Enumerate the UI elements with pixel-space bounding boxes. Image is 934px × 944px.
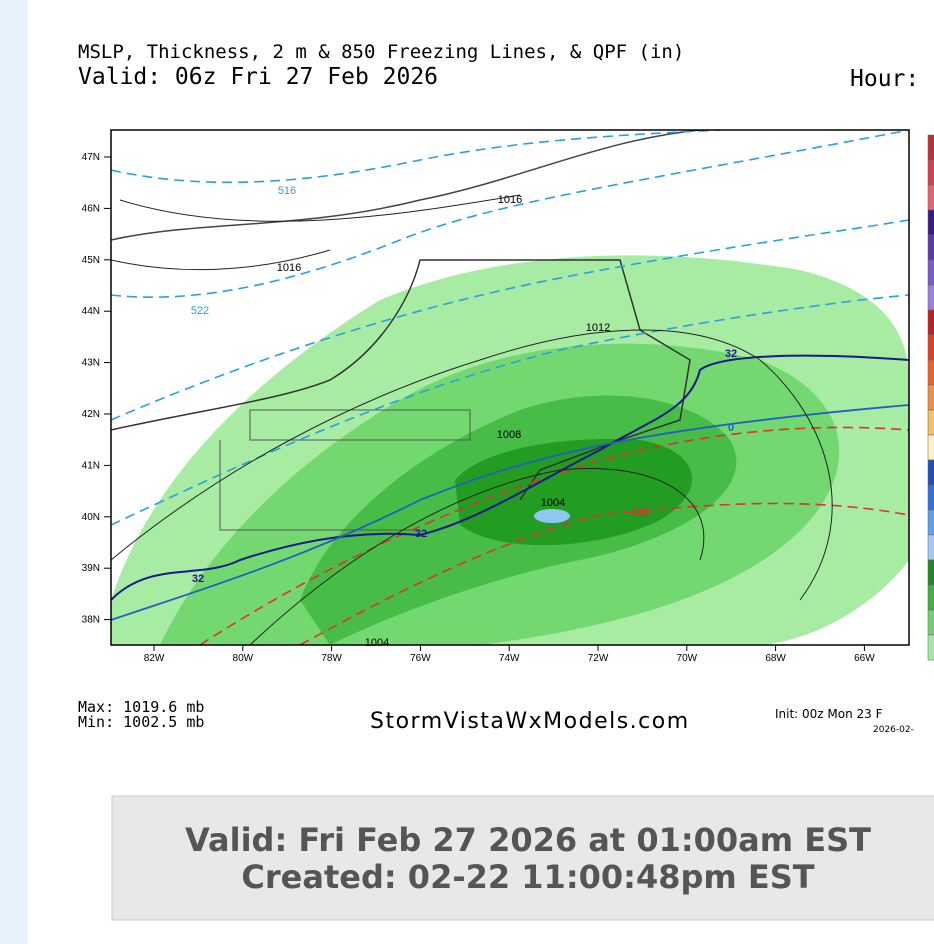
map-frame [110, 129, 910, 646]
min-pressure: Min: 1002.5 mb [78, 713, 204, 731]
max-pressure: Max: 1019.6 mb [78, 698, 204, 716]
lat-label: 46N [82, 203, 100, 214]
init-time: Init: 00z Mon 23 F [775, 707, 883, 721]
color-swatch [927, 334, 934, 361]
contour-labels: 516 1016 1016 522 1012 32 1008 0 1004 55… [191, 185, 737, 649]
contour-label: 0 [728, 422, 734, 434]
lon-label: 80W [233, 653, 254, 664]
thickness-552 [299, 502, 909, 645]
color-swatch [927, 159, 934, 186]
color-swatch [927, 284, 934, 311]
contour-label: 1004 [541, 497, 565, 509]
qpf-spot [534, 509, 570, 523]
map-area [111, 130, 909, 645]
lon-label: 82W [144, 653, 165, 664]
contour-label: 1016 [277, 262, 301, 274]
lat-label: 44N [82, 306, 100, 317]
color-swatch [927, 209, 934, 236]
color-swatch [927, 309, 934, 336]
thickness-516 [111, 130, 721, 184]
isobars [111, 194, 833, 645]
caption-box [111, 795, 934, 921]
side-strip [0, 0, 28, 944]
lon-label: 70W [677, 653, 698, 664]
color-swatch [927, 609, 934, 636]
lon-label: 74W [499, 653, 520, 664]
color-swatch [927, 434, 934, 461]
color-swatch [927, 509, 934, 536]
color-swatch [927, 459, 934, 486]
thickness-546 [199, 426, 909, 645]
map-title: MSLP, Thickness, 2 m & 850 Freezing Line… [78, 41, 684, 63]
caption-created: Created: 02-22 11:00:48pm EST [241, 858, 814, 896]
contour-label: 522 [191, 305, 209, 317]
lat-label: 38N [82, 615, 100, 626]
contour-label: 1004 [365, 637, 389, 649]
freezing-850 [111, 404, 909, 621]
color-swatch [927, 634, 934, 661]
color-swatch [927, 559, 934, 586]
contour-label: 32 [192, 573, 204, 585]
lon-label: 68W [765, 653, 786, 664]
contour-label: 32 [415, 528, 427, 540]
lat-label: 42N [82, 409, 100, 420]
lat-label: 45N [82, 255, 100, 266]
color-swatch [927, 534, 934, 561]
color-swatch [927, 359, 934, 386]
color-swatch [927, 134, 934, 161]
color-bar [927, 134, 934, 661]
coastline [111, 259, 691, 501]
color-swatch [927, 234, 934, 261]
site-name: StormVistaWxModels.com [370, 709, 690, 734]
color-swatch [927, 409, 934, 436]
lat-label: 41N [82, 460, 100, 471]
hour-label: Hour: [850, 66, 919, 92]
qpf-max [455, 439, 693, 546]
lon-label: 66W [854, 653, 875, 664]
lat-label: 47N [82, 152, 100, 163]
contour-label: 1016 [498, 194, 522, 206]
color-swatch [927, 384, 934, 411]
contour-label: 552 [633, 507, 651, 519]
init-date: 2026-02- [873, 725, 914, 735]
lon-label: 72W [588, 653, 609, 664]
color-swatch [927, 259, 934, 286]
color-swatch [927, 184, 934, 211]
caption-valid: Valid: Fri Feb 27 2026 at 01:00am EST [185, 821, 871, 859]
thickness-528 [111, 219, 909, 421]
thickness-522 [111, 130, 909, 298]
thickness-534 [111, 294, 909, 526]
lat-label: 39N [82, 563, 100, 574]
border [111, 130, 701, 241]
contour-label: 32 [725, 348, 737, 360]
freezing-2m [111, 354, 909, 601]
contour-label: 516 [278, 185, 296, 197]
color-swatch [927, 484, 934, 511]
contour-label: 1012 [586, 322, 610, 334]
lat-label: 40N [82, 512, 100, 523]
color-swatch [927, 584, 934, 611]
contour-label: 1008 [497, 429, 521, 441]
lon-label: 78W [321, 653, 342, 664]
valid-time: Valid: 06z Fri 27 Feb 2026 [78, 64, 438, 90]
lon-label: 76W [410, 653, 431, 664]
lat-label: 43N [82, 358, 100, 369]
state-lines [219, 409, 471, 531]
